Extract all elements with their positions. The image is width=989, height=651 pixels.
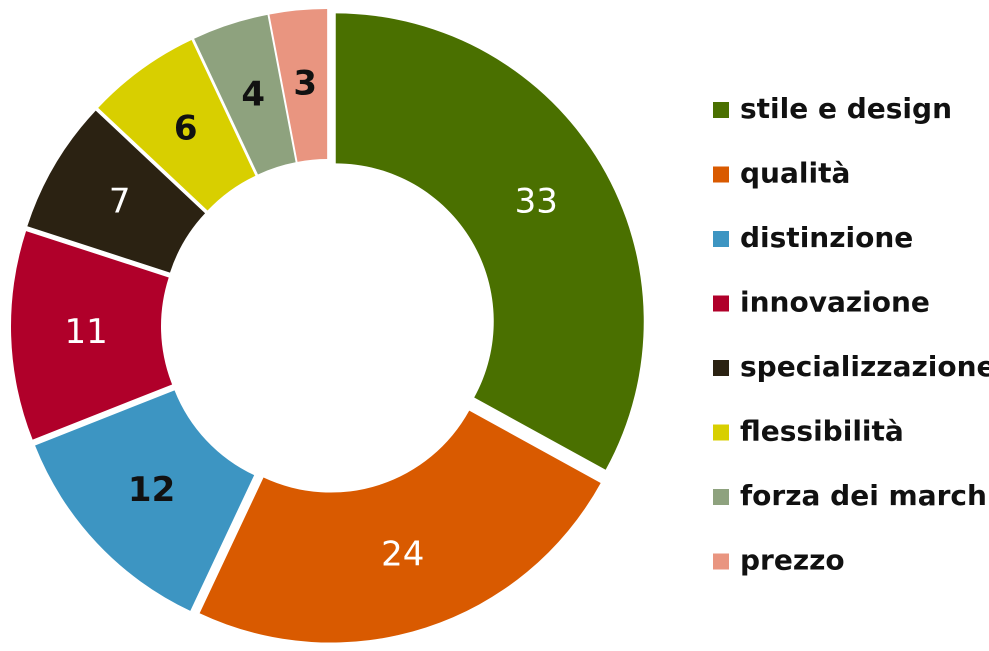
donut-slice [199,410,601,643]
slice-label: 4 [241,74,265,114]
legend-label: distinzione [740,221,913,254]
donut-slice [27,110,206,273]
slice-label: 7 [109,181,131,221]
slice-label: 33 [515,181,558,221]
donut-slice [98,40,256,211]
legend-swatch [713,360,729,376]
slice-label: 24 [381,535,424,575]
donut-slice [194,14,296,175]
legend-swatch [713,424,729,441]
legend-label: prezzo [740,544,845,577]
donut-slice [35,390,255,611]
legend-label: qualità [740,157,850,190]
legend-swatch [713,166,729,183]
legend-label: specializzazione [740,350,989,383]
legend-swatch [713,231,729,247]
legend-swatch [713,102,729,118]
slice-label: 11 [64,312,107,352]
legend-label: forza dei marchi [740,479,989,512]
donut-slice [269,9,328,162]
slice-label: 6 [174,109,198,149]
legend-label: flessibilità [740,415,904,448]
legend-label: innovazione [740,286,930,319]
slice-label: 3 [293,64,317,104]
legend-swatch [713,295,729,312]
donut-slice [335,13,644,470]
legend-label: stile e design [740,92,952,125]
donut-slice [11,231,173,440]
slice-label: 12 [128,470,175,510]
legend-swatch [713,553,729,570]
legend-swatch [713,489,729,505]
